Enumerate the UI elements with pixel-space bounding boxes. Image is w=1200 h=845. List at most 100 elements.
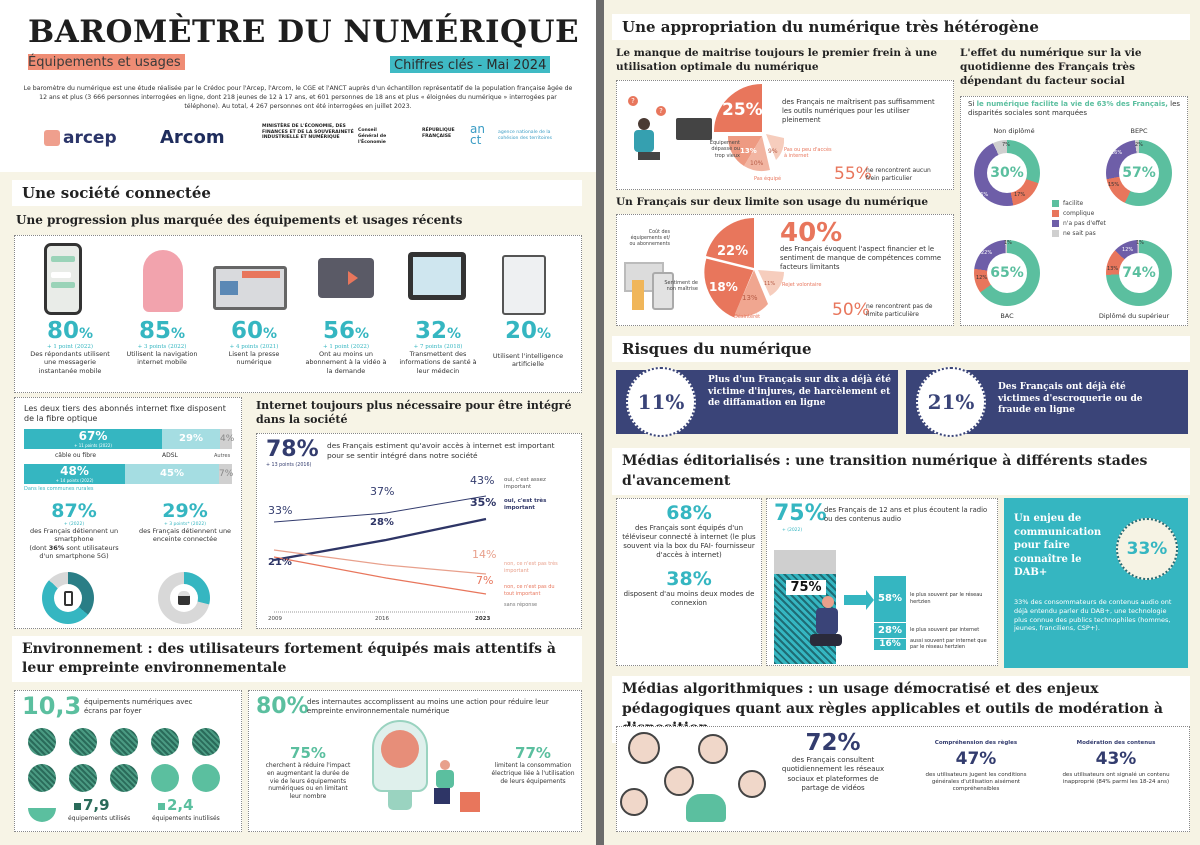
legend-swatch-facilite xyxy=(1052,200,1059,207)
integration-title: Internet toujours plus nécessaire pour ê… xyxy=(256,399,572,427)
effet-intro: Si le numérique facilite la vie de 63% d… xyxy=(968,100,1181,118)
intro-text: Le baromètre du numérique est une étude … xyxy=(23,85,573,110)
fibre-bar-cable: 67% + 11 points (2022) xyxy=(24,429,162,449)
action-text: des internautes accomplissent au moins u… xyxy=(307,698,549,716)
used-device-dot xyxy=(28,764,56,792)
unused-device-dot xyxy=(192,764,220,792)
donut1-ne-sait-pas: 2% xyxy=(1135,142,1143,148)
radio-delta: + (2022) xyxy=(782,528,803,533)
donut-label-2: BAC xyxy=(1000,312,1014,320)
integration-panel xyxy=(256,433,582,629)
moderation-stat: Modération des contenus 43% des utilisat… xyxy=(1062,740,1170,786)
progression-title: Une progression plus marquée des équipem… xyxy=(16,213,463,227)
fibre-bar-autres: 4% xyxy=(220,429,234,449)
equip-value: 10,3 xyxy=(22,692,82,720)
smart-speaker-icon xyxy=(178,591,190,605)
used-value: 7,9 xyxy=(74,796,110,814)
stat-mobile-browsing: 85% + 3 points (2022) Utilisent la navig… xyxy=(126,318,198,367)
donut-label-1: BEPC xyxy=(1130,127,1148,135)
social-network-illustration xyxy=(620,730,770,830)
desk-laptop-icon xyxy=(676,118,712,140)
legend-swatch-sans-effet xyxy=(1052,220,1059,227)
donut0-ne-sait-pas: 7% xyxy=(1002,142,1010,148)
telehealth-tablet-icon xyxy=(408,252,466,300)
partial-device-dot xyxy=(28,808,56,822)
limite-none-value: 50% xyxy=(832,300,870,320)
limite-slice-value-2: 13% xyxy=(742,294,758,302)
donut-label-0: Non diplômé xyxy=(993,127,1035,135)
limite-main-text: des Français évoquent l'aspect financier… xyxy=(780,245,941,272)
frein-slice-label-2: Pas ou peu d'accès à internet xyxy=(784,147,832,160)
risk-value-21: 21% xyxy=(916,367,986,437)
radio-listener-icon xyxy=(810,596,850,664)
smartphone-stat: 87% + (2022) des Français détiennent un … xyxy=(29,500,119,561)
limite-slice-label-3: Rejet volontaire xyxy=(782,282,822,288)
mobile-browsing-icon xyxy=(143,250,183,312)
effet-title: L'effet du numérique sur la vie quotidie… xyxy=(960,47,1142,88)
used-device-dot xyxy=(192,728,220,756)
person-laptop-icon xyxy=(430,760,460,810)
donut-legend: facilite complique n'a pas d'effet ne sa… xyxy=(1052,200,1106,240)
limite-slice-value-3: 11% xyxy=(764,281,776,287)
unused-value: 2,4 xyxy=(158,796,194,814)
frein-slice-value-1: 10% xyxy=(750,160,764,167)
news-laptop-icon xyxy=(213,266,287,310)
unused-label: équipements inutilisés xyxy=(152,815,220,822)
cge-logo: Conseil Général de l'Économie xyxy=(358,128,387,145)
frein-slice-label-1: Pas équipé xyxy=(754,176,782,182)
tv-panel xyxy=(616,498,762,666)
label-28-2016: 28% xyxy=(370,517,394,528)
label-21-2009: 21% xyxy=(268,557,292,568)
stat-press: 60% + 4 points (2021) Lisent la presse n… xyxy=(228,318,280,367)
speaker-stat: 29% + 3 points* (2022) des Français déti… xyxy=(138,500,232,544)
series-pas-tres-important xyxy=(273,549,487,575)
donut1-sans-effet: 26% xyxy=(1111,150,1123,156)
label-adsl: ADSL xyxy=(162,452,178,459)
limite-slice-label-0: Coût des équipements et/ ou abonnements xyxy=(629,230,671,247)
label-33-2009: 33% xyxy=(268,504,293,517)
donut-bac: 65% xyxy=(974,240,1040,306)
section-title-risques: Risques du numérique xyxy=(612,336,1190,362)
rules-stat: Compréhension des règles 47% des utilisa… xyxy=(925,740,1027,793)
arcep-mark-icon xyxy=(44,130,60,146)
label-autres: Autres xyxy=(214,453,231,459)
legend-swatch-complique xyxy=(1052,210,1059,217)
used-label: équipements utilisés xyxy=(68,815,131,822)
donut3-complique: 13% xyxy=(1107,266,1119,272)
radio-split-58: 58% xyxy=(874,576,906,622)
radio-split-16: 16% xyxy=(874,639,906,650)
messaging-phone-icon xyxy=(44,243,82,315)
devices-person-icon xyxy=(624,262,680,314)
limit-stat: 77% limitent la consommation électrique … xyxy=(491,744,575,785)
used-device-dot xyxy=(69,728,97,756)
risk-card-harcelement: 11% Plus d'un Français sur dix a déjà ét… xyxy=(616,367,898,437)
frein-slice-value-0: 13% xyxy=(740,147,757,155)
integration-headline-value: 78% xyxy=(266,437,319,462)
radio-arrow-icon xyxy=(844,595,868,605)
dab-title: Un enjeu de communication pour faire con… xyxy=(1014,513,1102,578)
label-35-2023: 35% xyxy=(470,496,497,509)
donut2-ne-sait-pas: 1% xyxy=(1004,240,1012,246)
donut3-ne-sait-pas: 1% xyxy=(1136,240,1144,246)
limite-slice-label-2: Désintérêt xyxy=(734,314,761,320)
equipment-dots-grid xyxy=(28,728,233,792)
legend-sans-reponse: sans réponse xyxy=(504,602,538,608)
legend-assez-important: oui, c'est assez important xyxy=(504,477,546,491)
reduce-stat: 75% cherchent à réduire l'impact en augm… xyxy=(265,744,351,801)
left-page: BAROMÈTRE DU NUMÉRIQUE Équipements et us… xyxy=(0,0,596,845)
subtitle-left: Équipements et usages xyxy=(28,54,185,70)
used-device-dot xyxy=(151,728,179,756)
x-tick-2023: 2023 xyxy=(475,616,491,622)
equip-text: équipements numériques avec écrans par f… xyxy=(84,698,193,716)
social-stat: 72% des Français consultent quotidiennem… xyxy=(781,730,885,793)
unused-device-dot xyxy=(151,764,179,792)
stat-health: 32% + 7 points (2018) Transmettent des i… xyxy=(399,318,477,375)
risk-value-11: 11% xyxy=(626,367,696,437)
limite-slice-value-0: 22% xyxy=(717,244,749,259)
limite-main-value: 40% xyxy=(780,218,843,248)
limite-slice-value-1: 18% xyxy=(709,280,738,294)
used-device-dot xyxy=(69,764,97,792)
series-tres-important xyxy=(273,517,487,562)
ministere-logo: MINISTÈRE DE L'ÉCONOMIE, DES FINANCES ET… xyxy=(262,124,354,140)
legend-pas-tres-important: non, ce n'est pas très important xyxy=(504,561,558,574)
